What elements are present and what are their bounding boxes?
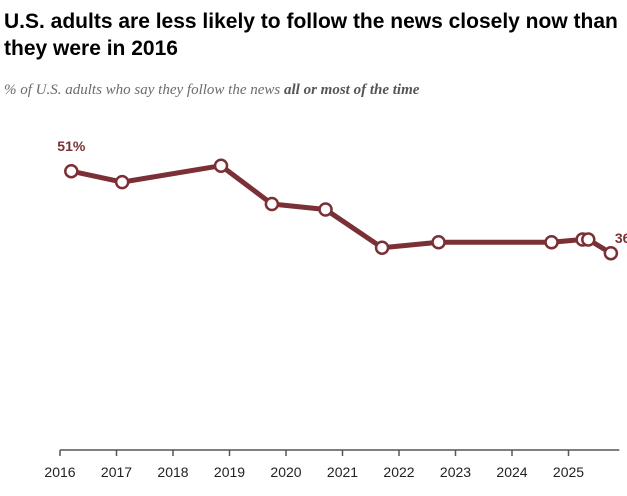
x-tick-label: 2023 (440, 464, 471, 480)
x-tick-label: 2022 (383, 464, 414, 480)
subtitle-text: % of U.S. adults who say they follow the… (4, 82, 284, 98)
data-point (64, 163, 79, 179)
data-point (603, 245, 619, 261)
data-point (544, 235, 559, 250)
chart-title: U.S. adults are less likely to follow th… (4, 10, 618, 60)
subtitle-emphasis: all or most of the time (283, 82, 420, 98)
data-point (581, 232, 596, 247)
x-tick-label: 2025 (553, 464, 584, 480)
x-tick-label: 2021 (327, 464, 358, 480)
x-tick-label: 2018 (157, 464, 188, 480)
x-tick-label: 2017 (101, 464, 132, 480)
x-tick-label: 2016 (44, 464, 75, 480)
data-point (213, 158, 229, 173)
data-point (264, 196, 280, 212)
data-point (374, 240, 390, 255)
data-label: 36 (615, 230, 627, 246)
data-point (431, 235, 446, 250)
series-line (68, 163, 614, 256)
data-point (114, 174, 130, 190)
data-label: 51% (57, 138, 86, 154)
data-point (318, 202, 333, 217)
x-tick-label: 2024 (496, 464, 527, 480)
x-tick-label: 2020 (270, 464, 301, 480)
chart-subtitle: % of U.S. adults who say they follow the… (4, 82, 619, 99)
x-tick-label: 2019 (214, 464, 245, 480)
